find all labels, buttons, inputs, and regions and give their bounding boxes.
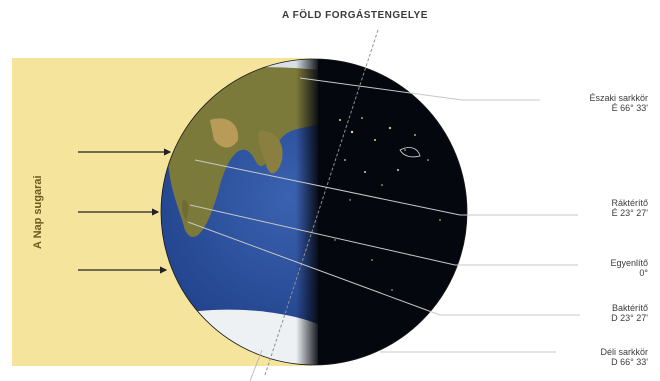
land-arabia <box>210 118 239 148</box>
tropic-of-capricorn-label: Baktérítő D 23° 27' <box>611 303 648 323</box>
sun-rays-label: A Nap sugarai <box>32 175 44 249</box>
tropic-of-capricorn-line <box>187 221 441 316</box>
terminator <box>296 59 320 365</box>
latitude-name: Déli sarkkör <box>600 347 648 357</box>
land-india <box>258 130 283 174</box>
globe-outline <box>160 58 468 366</box>
land-japan-outline <box>399 147 421 158</box>
sun-ray-arrows <box>78 148 172 274</box>
antarctic-circle-label: Déli sarkkör D 66° 33' <box>600 347 648 367</box>
earth-globe <box>161 59 467 365</box>
rotation-axis-title: A FÖLD FORGÁSTENGELYE <box>282 10 428 21</box>
latitude-name: Északi sarkkör <box>589 93 648 103</box>
tropic-of-cancer-label: Ráktérítő É 23° 27' <box>611 198 648 218</box>
arctic-circle-line <box>299 77 463 101</box>
latitude-lines <box>187 77 580 353</box>
latitude-value: D 23° 27' <box>611 313 648 323</box>
equator-label: Egyenlítő 0° <box>610 258 648 278</box>
latitude-value: É 66° 33' <box>611 103 648 113</box>
land-africa-asia <box>168 61 330 238</box>
latitude-name: Baktérítő <box>611 303 648 313</box>
latitude-name: Ráktérítő <box>611 198 648 208</box>
bottom-pointer <box>249 349 263 381</box>
latitude-value: 0° <box>639 268 648 278</box>
land-madagascar <box>182 199 189 220</box>
latitude-value: É 23° 27' <box>611 208 648 218</box>
rotation-axis <box>264 29 379 376</box>
arctic-circle-label: Északi sarkkör É 66° 33' <box>589 93 648 113</box>
latitude-name: Egyenlítő <box>610 258 648 268</box>
equator-line <box>189 204 456 266</box>
tropic-of-cancer-line <box>194 159 461 216</box>
city-lights <box>334 117 441 291</box>
latitude-value: D 66° 33' <box>611 357 648 367</box>
